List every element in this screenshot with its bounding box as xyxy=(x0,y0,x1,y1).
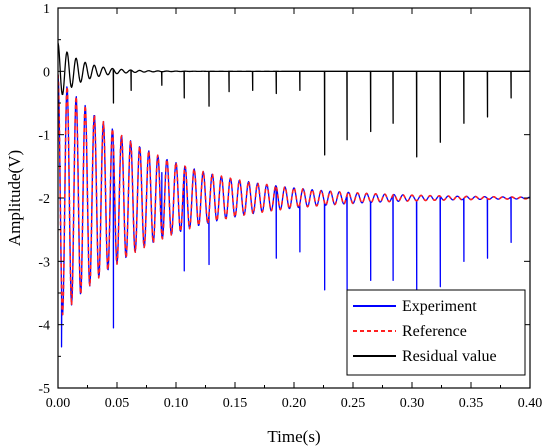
legend-label-experiment: Experiment xyxy=(402,298,477,315)
legend: Experiment Reference Residual value xyxy=(346,289,526,376)
x-tick-label: 0.00 xyxy=(46,396,71,411)
legend-label-reference: Reference xyxy=(402,323,467,340)
x-tick-label: 0.20 xyxy=(282,396,307,411)
y-tick-label: -1 xyxy=(38,129,50,144)
series-line-residual-value xyxy=(58,42,530,158)
x-tick-label: 0.15 xyxy=(223,396,248,411)
x-tick-label: 0.25 xyxy=(341,396,366,411)
y-axis-title: Amplitude(V) xyxy=(5,150,24,246)
x-tick-label: 0.40 xyxy=(518,396,543,411)
x-tick-label: 0.10 xyxy=(164,396,189,411)
legend-box xyxy=(346,289,526,376)
x-tick-label: 0.30 xyxy=(400,396,425,411)
axis-layer: 0.00 0.05 0.10 0.15 0.20 0.25 0.30 0.35 0.40 1 0 -1… xyxy=(38,2,542,411)
y-tick-label: -4 xyxy=(38,319,50,334)
y-tick-label: 1 xyxy=(43,2,50,17)
x-tick-label: 0.35 xyxy=(459,396,484,411)
series-line-reference xyxy=(58,74,530,316)
y-tick-label: 0 xyxy=(43,65,50,80)
y-tick-label: -2 xyxy=(38,192,50,207)
y-tick-label: -5 xyxy=(38,382,50,397)
x-axis-title: Time(s) xyxy=(267,427,320,446)
y-tick-label: -3 xyxy=(38,255,50,270)
series-layer xyxy=(58,42,530,348)
x-tick-label: 0.05 xyxy=(105,396,130,411)
legend-label-residual: Residual value xyxy=(402,348,497,365)
